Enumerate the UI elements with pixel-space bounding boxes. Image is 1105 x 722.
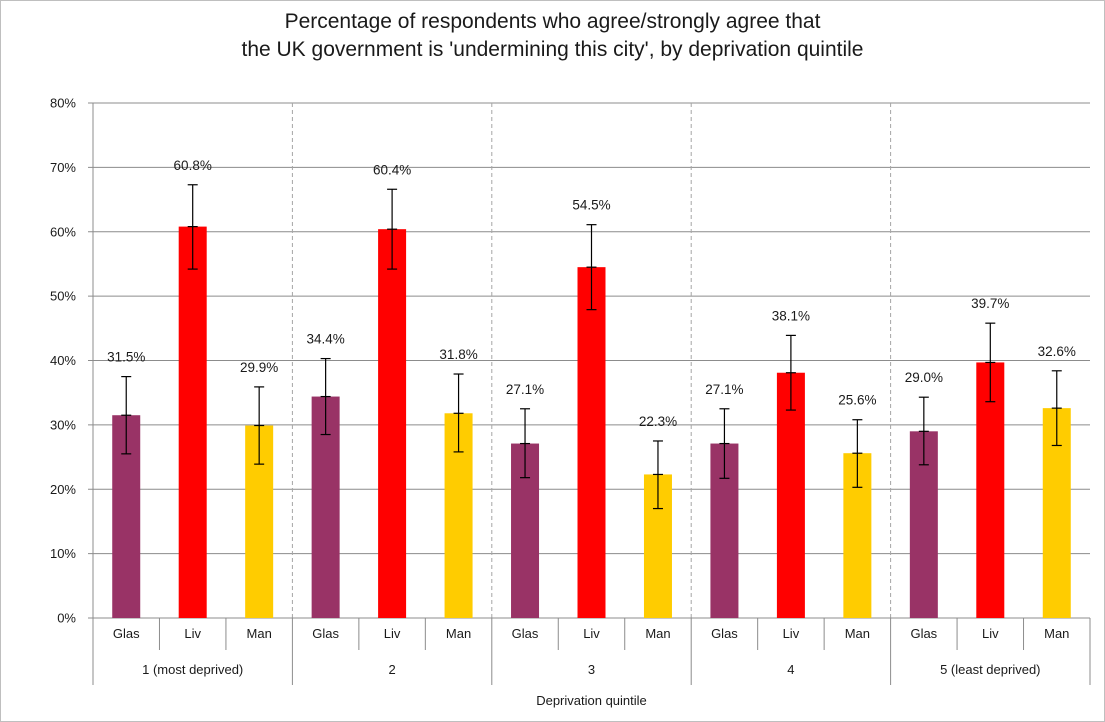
group-label: 5 (least deprived) (940, 662, 1040, 677)
data-label: 38.1% (772, 308, 810, 323)
y-tick-label: 60% (50, 224, 76, 239)
category-label: Glas (312, 626, 339, 641)
category-label: Liv (982, 626, 999, 641)
group-label: 3 (588, 662, 595, 677)
chart-title-line-2: the UK government is 'undermining this c… (241, 38, 864, 61)
data-label: 27.1% (705, 382, 743, 397)
y-tick-label: 30% (50, 417, 76, 432)
data-label: 54.5% (572, 198, 610, 213)
data-label: 27.1% (506, 382, 544, 397)
category-label: Glas (113, 626, 140, 641)
data-label: 60.4% (373, 162, 411, 177)
data-label: 29.9% (240, 360, 278, 375)
category-label: Liv (783, 626, 800, 641)
y-tick-label: 80% (50, 96, 76, 111)
category-label: Glas (910, 626, 937, 641)
group-label: 1 (most deprived) (142, 662, 243, 677)
data-label: 31.5% (107, 350, 145, 365)
category-label: Liv (384, 626, 401, 641)
data-label: 25.6% (838, 393, 876, 408)
category-label: Glas (512, 626, 539, 641)
category-label: Man (845, 626, 870, 641)
group-label: 2 (388, 662, 395, 677)
category-label: Glas (711, 626, 738, 641)
category-label: Liv (583, 626, 600, 641)
bar-liv (378, 229, 407, 619)
y-tick-label: 20% (50, 482, 76, 497)
data-label: 60.8% (174, 158, 212, 173)
chart-title-line-1: Percentage of respondents who agree/stro… (284, 10, 821, 33)
y-tick-label: 70% (50, 160, 76, 175)
x-axis-title: Deprivation quintile (536, 693, 647, 708)
bar-liv (178, 226, 207, 618)
y-tick-label: 0% (57, 611, 76, 626)
y-tick-label: 40% (50, 353, 76, 368)
data-label: 32.6% (1038, 344, 1076, 359)
data-label: 22.3% (639, 414, 677, 429)
group-label: 4 (787, 662, 794, 677)
category-label: Man (247, 626, 272, 641)
data-label: 34.4% (306, 332, 344, 347)
bar-liv (577, 267, 606, 618)
category-label: Man (446, 626, 471, 641)
bar-liv (776, 372, 805, 618)
category-label: Liv (184, 626, 201, 641)
data-label: 39.7% (971, 296, 1009, 311)
category-label: Man (645, 626, 670, 641)
y-tick-label: 10% (50, 546, 76, 561)
bar-liv (976, 362, 1005, 618)
chart-title: Percentage of respondents who agree/stro… (0, 8, 1105, 64)
data-label: 31.8% (439, 347, 477, 362)
category-label: Man (1044, 626, 1069, 641)
data-label: 29.0% (905, 370, 943, 385)
y-tick-label: 50% (50, 289, 76, 304)
